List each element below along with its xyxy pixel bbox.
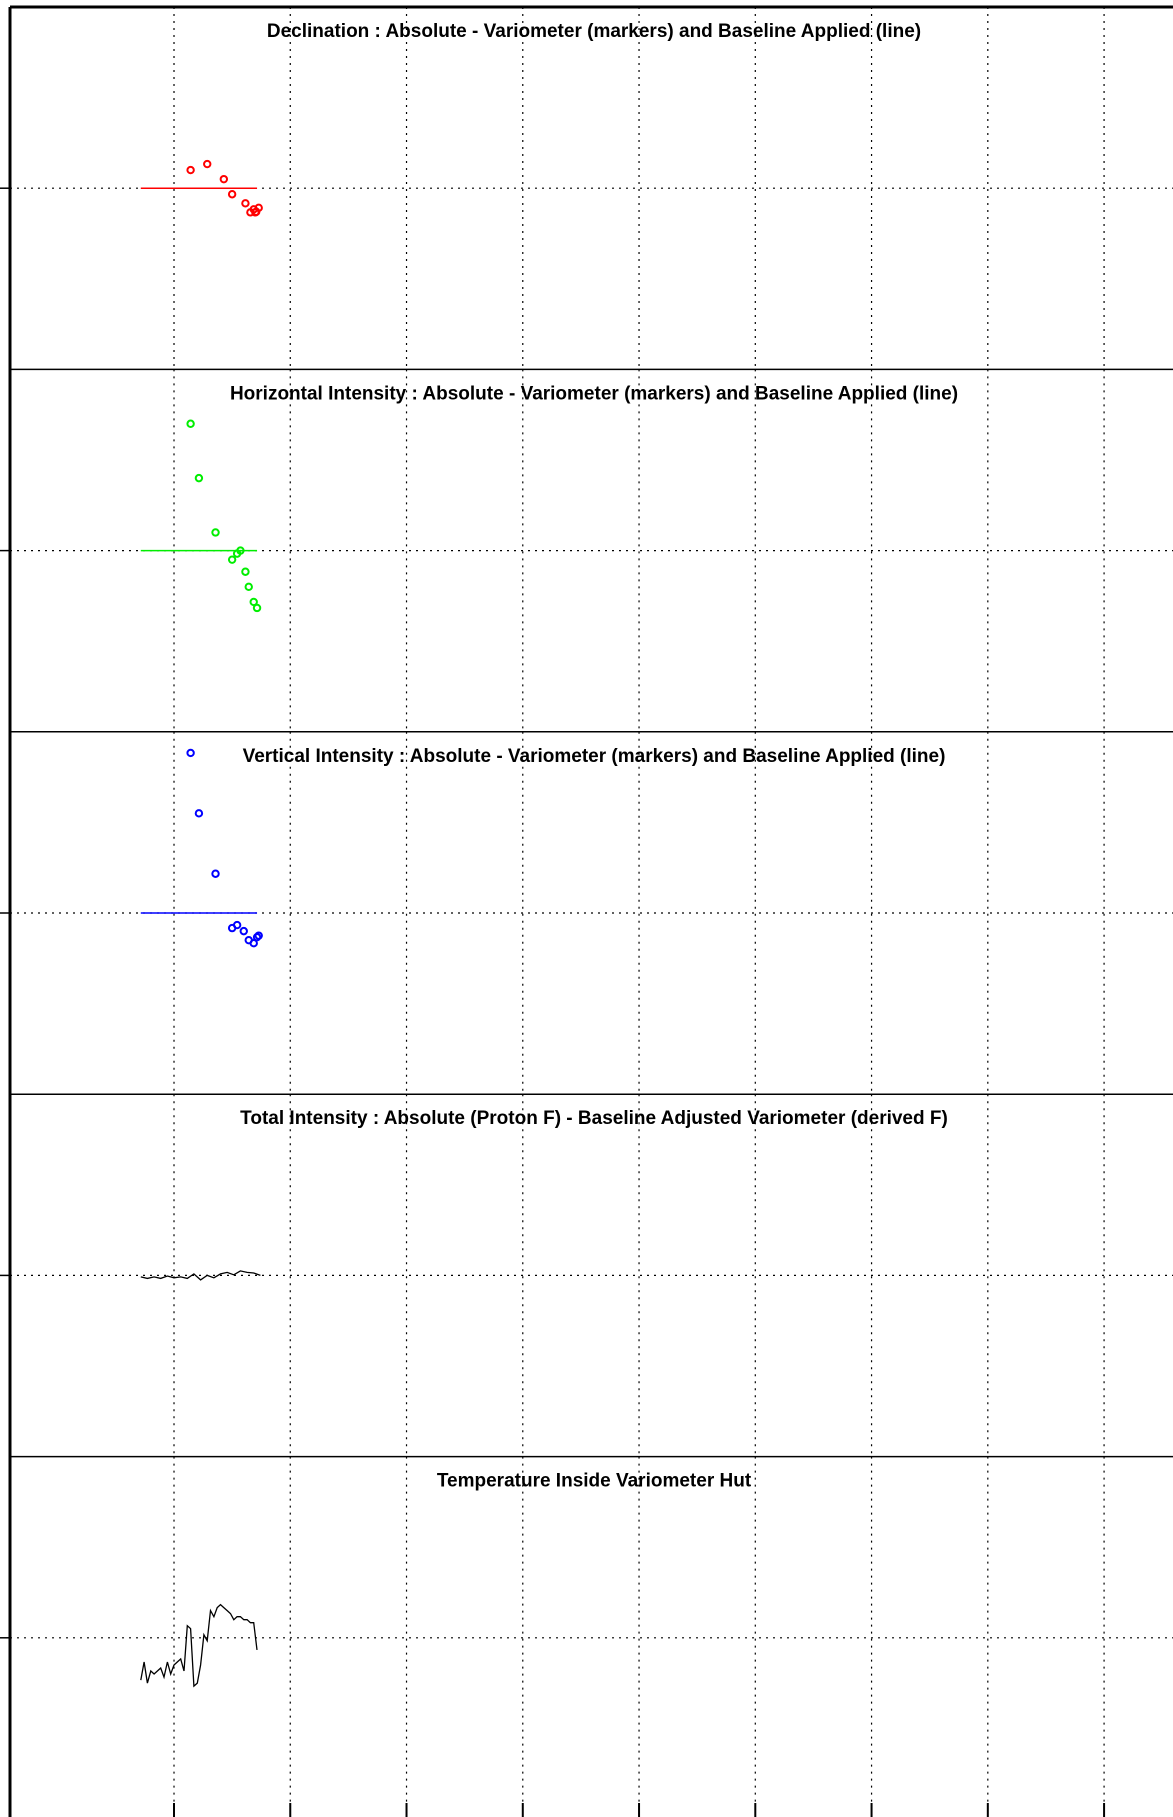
panel-title: Temperature Inside Variometer Hut <box>437 1471 752 1492</box>
data-marker <box>236 546 245 555</box>
data-marker <box>186 165 195 175</box>
data-marker <box>254 931 263 940</box>
data-marker <box>241 199 250 208</box>
panel-5: Temperature Inside Variometer Hut <box>0 1455 1173 1817</box>
data-marker <box>249 939 258 948</box>
data-marker <box>186 748 195 758</box>
panel-title: Horizontal Intensity : Absolute - Variom… <box>230 383 958 404</box>
data-marker <box>227 555 237 564</box>
panel-title: Vertical Intensity : Absolute - Variomet… <box>243 746 946 767</box>
data-marker <box>203 159 212 169</box>
data-line <box>140 1603 258 1688</box>
data-marker <box>211 869 220 878</box>
data-marker <box>194 473 204 483</box>
data-marker <box>249 597 258 607</box>
data-marker <box>252 603 262 613</box>
panel-1: Declination : Absolute - Variometer (mar… <box>0 6 1173 370</box>
data-marker <box>219 174 229 184</box>
panel-title: Declination : Absolute - Variometer (mar… <box>267 21 921 42</box>
data-marker <box>186 419 195 428</box>
panel-4: Total Intensity : Absolute (Proton F) - … <box>0 1093 1173 1457</box>
data-marker <box>194 809 204 818</box>
panel-3: Vertical Intensity : Absolute - Variomet… <box>0 731 1173 1095</box>
data-marker <box>211 528 220 537</box>
data-marker <box>239 926 248 936</box>
data-marker <box>244 582 253 592</box>
data-marker <box>241 567 250 576</box>
data-marker <box>252 207 261 216</box>
data-line <box>140 1270 261 1281</box>
data-marker <box>227 190 237 199</box>
data-marker <box>232 920 242 930</box>
panel-2: Horizontal Intensity : Absolute - Variom… <box>0 368 1173 732</box>
panel-title: Total Intensity : Absolute (Proton F) - … <box>240 1108 948 1129</box>
